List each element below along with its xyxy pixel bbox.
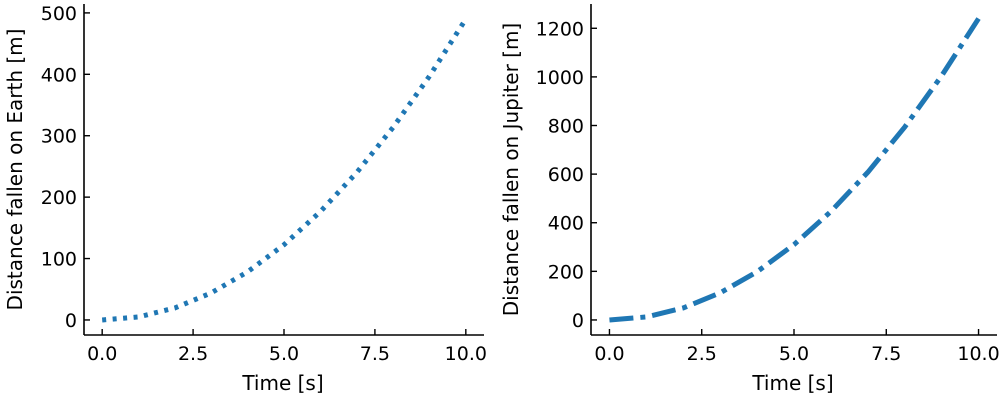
earth-y-tick-label: 0 [65,310,77,332]
jupiter-x-tick-label: 5.0 [779,343,809,365]
jupiter-y-axis-label: Distance fallen on Jupiter [m] [499,23,523,316]
earth-x-tick-label: 5.0 [269,343,299,365]
jupiter-x-tick-label: 2.5 [687,343,717,365]
jupiter-chart-panel: 0.0 2.5 5.0 7.5 10.0 0 200 400 600 800 1000 1200 Tim… [499,4,1000,395]
jupiter-series-line [609,17,981,323]
earth-y-tick-label: 500 [41,3,77,25]
earth-x-tick-label: 0.0 [87,343,117,365]
earth-y-tick-label: 100 [41,249,77,271]
jupiter-y-tick-label: 200 [548,261,584,283]
earth-x-axis-label: Time [s] [241,371,323,395]
earth-y-tick-label: 300 [41,126,77,148]
earth-y-axis-label: Distance fallen on Earth [m] [3,29,27,311]
earth-x-tick-label: 7.5 [360,343,390,365]
jupiter-x-tick-label: 10.0 [957,343,999,365]
earth-y-tick-label: 400 [41,64,77,86]
earth-x-tick-label: 2.5 [178,343,208,365]
jupiter-x-tick-label: 7.5 [871,343,901,365]
jupiter-y-tick-label: 1000 [536,67,584,89]
earth-series-line [101,17,468,323]
jupiter-y-tick-label: 600 [548,164,584,186]
jupiter-y-tick-label: 0 [572,310,584,332]
jupiter-y-tick-label: 800 [548,116,584,138]
jupiter-x-axis-label: Time [s] [751,371,833,395]
jupiter-x-tick-label: 0.0 [594,343,624,365]
earth-x-tick-label: 10.0 [445,343,487,365]
earth-chart-panel: 0.0 2.5 5.0 7.5 10.0 0 100 200 300 400 500 Time [s]… [3,3,487,395]
jupiter-y-tick-label: 400 [548,213,584,235]
jupiter-y-tick-label: 1200 [536,18,584,40]
earth-y-tick-label: 200 [41,187,77,209]
